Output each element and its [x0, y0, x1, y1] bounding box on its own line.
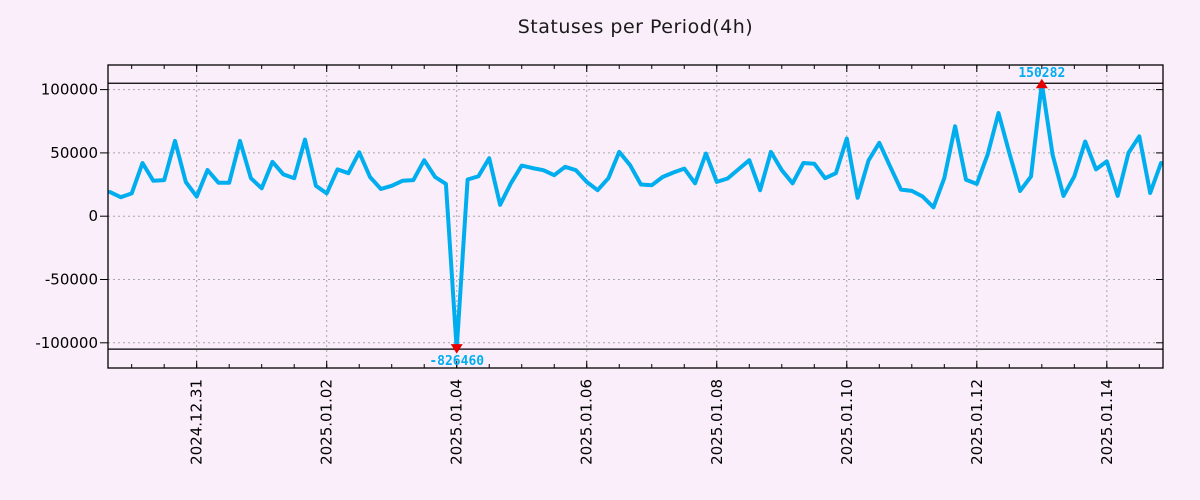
max-marker-triangle: [1035, 78, 1048, 89]
x-axis-tick-label: 2025.01.06: [578, 379, 596, 465]
max-value-annotation: 150282: [1018, 66, 1065, 81]
plot-border: [107, 64, 1164, 369]
chart-title: Statuses per Period(4h): [517, 16, 754, 38]
x-axis-tick-label: 2025.01.14: [1098, 379, 1116, 465]
x-axis-tick-label: 2025.01.04: [448, 379, 466, 465]
x-axis-tick-label: 2025.01.10: [838, 379, 856, 465]
x-axis-tick-label: 2024.12.31: [188, 379, 206, 465]
y-axis-tick-label: -100000: [35, 334, 98, 352]
min-value-annotation: -826460: [429, 354, 484, 369]
y-axis-tick-label: 100000: [41, 81, 98, 99]
y-axis-tick-label: 0: [88, 207, 98, 225]
statuses-series-line: [108, 81, 1163, 352]
min-marker-triangle: [450, 344, 463, 354]
x-axis-tick-label: 2025.01.12: [968, 379, 986, 465]
y-axis-tick-label: -50000: [45, 271, 98, 289]
x-axis-tick-label: 2025.01.02: [318, 379, 336, 465]
y-axis-tick-label: 50000: [50, 144, 98, 162]
x-axis-tick-label: 2025.01.08: [708, 379, 726, 465]
